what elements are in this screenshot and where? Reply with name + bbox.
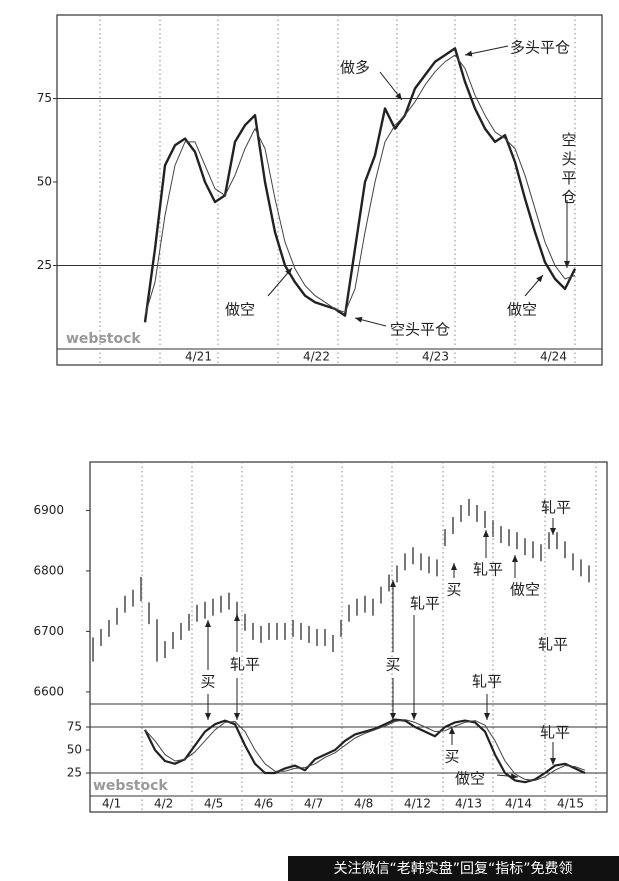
bottom-frame	[89, 461, 608, 813]
x-tick-label: 4/12	[404, 797, 431, 811]
watermark: webstock	[93, 778, 168, 794]
annotation: 轧平	[472, 673, 502, 691]
x-tick-label: 4/6	[254, 797, 273, 811]
annotation: 买	[444, 748, 459, 766]
x-tick-label: 4/22	[303, 350, 330, 364]
annotation: 轧平	[473, 561, 503, 579]
x-tick-label: 4/2	[154, 797, 173, 811]
y-tick-label: 6900	[33, 503, 64, 517]
series-line	[144, 54, 576, 316]
annotation: 做空	[455, 770, 485, 788]
series-line	[143, 47, 577, 323]
y-tick-label: 6800	[33, 563, 64, 577]
y-tick-label: 75	[37, 91, 52, 105]
x-tick-label: 4/24	[540, 350, 567, 364]
y-tick-label: 75	[67, 720, 82, 734]
x-tick-label: 4/23	[422, 350, 449, 364]
watermark: webstock	[66, 331, 141, 347]
x-tick-label: 4/13	[455, 797, 482, 811]
footer-text: 关注微信“老韩实盘”回复“指标”免费领	[333, 860, 572, 877]
arrow	[267, 267, 293, 297]
arrow	[524, 274, 544, 297]
annotation: 做空	[510, 581, 540, 599]
x-tick-label: 4/7	[304, 797, 323, 811]
arrow	[464, 45, 509, 57]
y-tick-label: 50	[67, 743, 82, 757]
annotation: 轧平	[538, 636, 568, 654]
x-tick-label: 4/1	[102, 797, 121, 811]
arrow	[496, 773, 519, 780]
annotation: 买	[200, 673, 215, 691]
y-tick-label: 6600	[33, 684, 64, 698]
annotation: 做空	[507, 301, 537, 319]
annotation: 轧平	[230, 656, 260, 674]
series-line	[144, 719, 586, 781]
x-tick-label: 4/8	[354, 797, 373, 811]
x-tick-label: 4/15	[557, 797, 584, 811]
y-tick-label: 25	[37, 258, 52, 272]
annotation: 多头平仓	[510, 39, 570, 57]
annotation: 做空	[225, 301, 255, 319]
arrow	[354, 316, 387, 327]
y-tick-label: 25	[67, 766, 82, 780]
footer-bar	[288, 856, 619, 881]
x-tick-label: 4/14	[505, 797, 532, 811]
y-tick-label: 50	[37, 175, 52, 189]
top-frame	[56, 14, 603, 366]
annotation: 做多	[340, 59, 370, 77]
annotation: 轧平	[410, 595, 440, 613]
annotation: 空头平仓	[560, 132, 578, 208]
annotation: 买	[446, 581, 461, 599]
annotation: 买	[385, 656, 400, 674]
arrow	[379, 71, 403, 101]
x-tick-label: 4/5	[204, 797, 223, 811]
annotation: 轧平	[540, 724, 570, 742]
annotation: 轧平	[541, 499, 571, 517]
x-tick-label: 4/21	[185, 350, 212, 364]
y-tick-label: 6700	[33, 624, 64, 638]
annotation: 空头平仓	[390, 321, 450, 339]
